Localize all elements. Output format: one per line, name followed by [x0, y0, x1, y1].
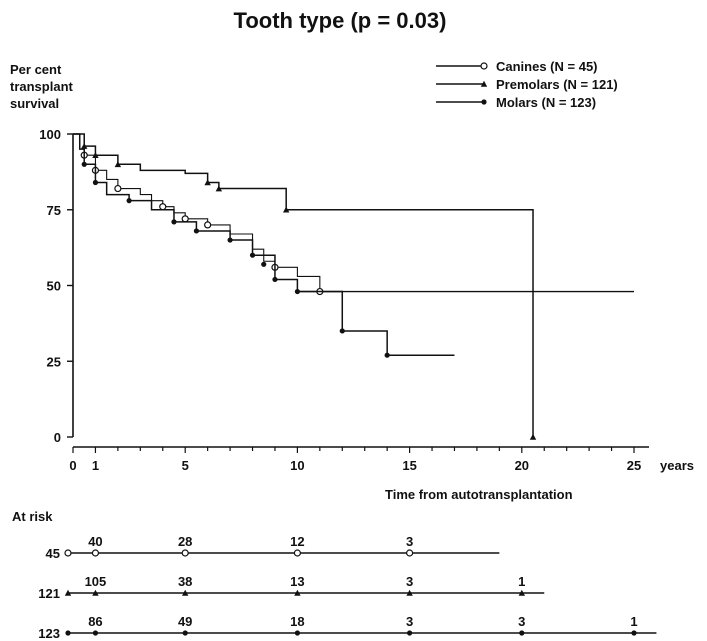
- at-risk-label: At risk: [12, 509, 53, 524]
- series-point-2: [92, 179, 99, 186]
- at-risk-marker: [407, 630, 413, 636]
- at-risk-count: 3: [406, 614, 413, 629]
- series-point-0: [204, 221, 212, 229]
- at-risk-marker: [294, 630, 300, 636]
- at-risk-count: 86: [88, 614, 102, 629]
- at-risk-count: 49: [178, 614, 192, 629]
- x-tick-label: 10: [290, 458, 304, 473]
- series-point-2: [126, 198, 132, 204]
- at-risk-count: 18: [290, 614, 304, 629]
- at-risk-marker: [406, 589, 413, 596]
- legend-entry: Molars (N = 123): [496, 95, 596, 110]
- series-point-1: [81, 142, 88, 149]
- series-point-1: [204, 179, 211, 186]
- y-axis-label-line-2: transplant: [10, 79, 74, 94]
- y-tick-label: 50: [47, 279, 61, 294]
- series-point-2: [249, 252, 256, 258]
- at-risk-marker: [631, 630, 637, 636]
- at-risk-marker: [519, 630, 525, 636]
- at-risk-count: 3: [406, 534, 413, 549]
- at-risk-marker: [293, 549, 301, 557]
- series-point-1: [215, 185, 223, 192]
- chart-title: Tooth type (p = 0.03): [234, 8, 447, 33]
- at-risk-count: 40: [88, 534, 102, 549]
- at-risk-marker: [406, 549, 414, 557]
- at-risk-count: 105: [85, 574, 107, 589]
- at-risk-marker: [181, 549, 189, 557]
- series-point-2: [261, 261, 267, 267]
- y-tick-label: 25: [47, 354, 61, 369]
- series-point-1: [282, 206, 290, 213]
- x-axis-label: Time from autotransplantation: [385, 487, 573, 502]
- x-tick-label: 0: [69, 458, 76, 473]
- x-tick-label: 1: [92, 458, 99, 473]
- at-risk-marker: [64, 549, 72, 557]
- at-risk-count: 3: [406, 574, 413, 589]
- x-tick-label: 5: [182, 458, 189, 473]
- at-risk-marker: [65, 630, 71, 636]
- series-point-0: [114, 184, 122, 193]
- at-risk-marker: [92, 589, 99, 596]
- at-risk-marker: [294, 589, 301, 596]
- series-point-1: [529, 433, 537, 440]
- x-tick-label: 15: [402, 458, 416, 473]
- at-risk-marker: [518, 589, 525, 596]
- at-risk-marker: [64, 589, 72, 596]
- series-point-2: [81, 161, 87, 167]
- series-point-2: [272, 276, 278, 283]
- at-risk-marker: [182, 630, 188, 636]
- series-point-2: [193, 228, 200, 234]
- at-risk-start: 121: [38, 586, 60, 601]
- plot-area: [73, 133, 634, 440]
- at-risk-start: 123: [38, 626, 60, 641]
- series-point-2: [384, 352, 390, 358]
- series-point-2: [339, 328, 345, 334]
- x-tick-label: 25: [627, 458, 641, 473]
- at-risk-count: 3: [518, 614, 525, 629]
- legend-entry: Premolars (N = 121): [496, 77, 618, 92]
- at-risk-marker: [182, 589, 189, 596]
- legend-marker: [480, 62, 488, 70]
- at-risk-marker: [91, 549, 100, 557]
- series-point-1: [92, 152, 99, 159]
- legend-marker: [481, 99, 487, 105]
- series-point-2: [227, 237, 233, 243]
- at-risk-count: 28: [178, 534, 192, 549]
- series-point-1: [114, 161, 122, 168]
- legend: Canines (N = 45) Premolars (N = 121) Molar…: [436, 59, 618, 110]
- y-tick-label: 0: [54, 430, 61, 445]
- y-axis-label-line-3: survival: [10, 96, 59, 111]
- at-risk-count: 12: [290, 534, 304, 549]
- x-unit-label: years: [660, 458, 694, 473]
- x-tick-label: 20: [515, 458, 529, 473]
- y-axis-label-line-1: Per cent: [10, 62, 62, 77]
- series-line-1: [73, 133, 534, 437]
- at-risk-count: 1: [518, 574, 525, 589]
- at-risk-count: 38: [178, 574, 192, 589]
- series-line-2: [73, 133, 455, 356]
- at-risk-start: 45: [46, 546, 60, 561]
- series-point-2: [294, 288, 300, 295]
- at-risk-count: 13: [290, 574, 304, 589]
- y-tick-label: 100: [39, 127, 61, 142]
- series-line-0: [73, 133, 343, 293]
- y-tick-label: 75: [47, 203, 61, 218]
- legend-entry: Canines (N = 45): [496, 59, 598, 74]
- series-point-0: [159, 203, 167, 211]
- legend-marker: [480, 80, 488, 87]
- series-point-0: [181, 215, 189, 223]
- at-risk-count: 1: [630, 614, 637, 629]
- at-risk-marker: [92, 630, 99, 636]
- series-point-2: [171, 219, 177, 225]
